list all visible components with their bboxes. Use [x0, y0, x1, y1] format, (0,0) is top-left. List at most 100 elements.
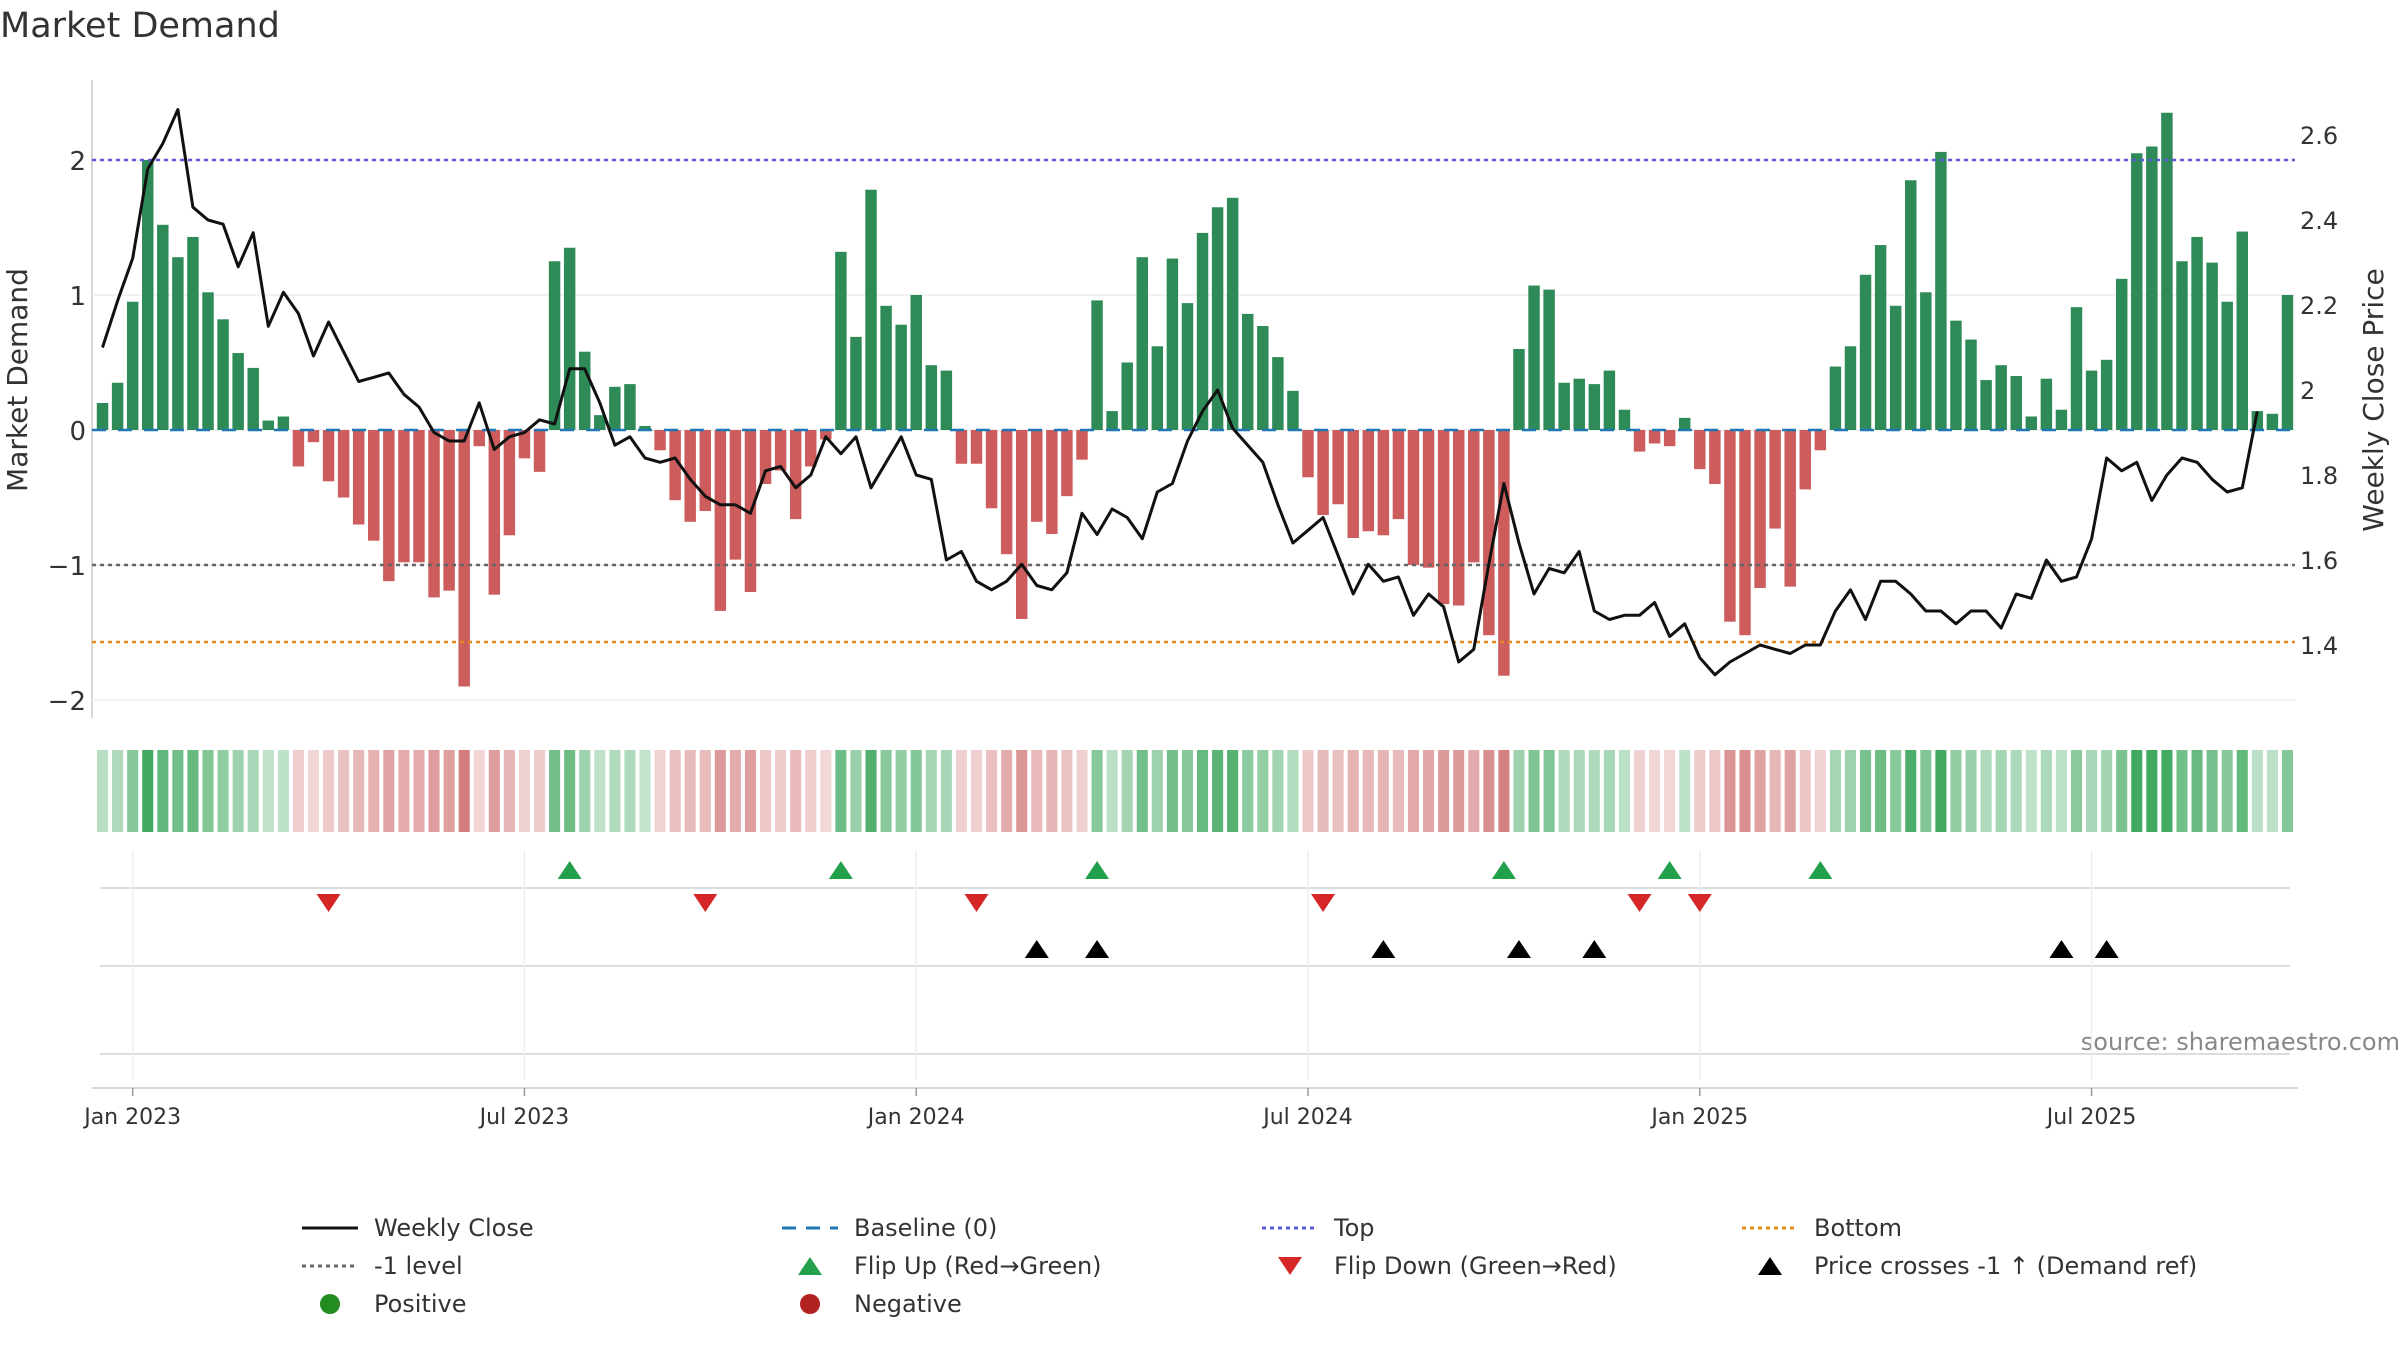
demand-bar	[187, 236, 199, 430]
demand-bar	[2025, 416, 2038, 430]
demand-bar	[2115, 278, 2128, 430]
demand-bar	[398, 430, 410, 563]
y-axis-label: Market Demand	[1, 268, 34, 492]
demand-bar	[2251, 411, 2264, 430]
heat-cell	[518, 750, 530, 832]
heat-cell	[1483, 750, 1495, 832]
demand-bar	[1136, 257, 1148, 430]
heat-cell	[1528, 750, 1540, 832]
heat-cell	[1392, 750, 1404, 832]
heat-cell	[2040, 750, 2052, 832]
heat-cell	[2251, 750, 2263, 832]
demand-bar	[835, 251, 847, 430]
demand-bar	[1000, 430, 1013, 555]
demand-bar	[805, 430, 817, 467]
legend-symbol	[1262, 1226, 1318, 1230]
demand-bar	[1061, 430, 1073, 497]
heat-cell	[97, 750, 109, 832]
flip-up-marker	[557, 861, 582, 879]
legend-symbol	[1742, 1226, 1798, 1230]
demand-bar	[1468, 430, 1480, 563]
heat-cell	[1302, 750, 1314, 832]
heat-cell	[699, 750, 711, 832]
legend-item: Flip Up (Red→Green)	[780, 1250, 1102, 1282]
demand-bar	[247, 367, 259, 430]
heat-cell	[1076, 750, 1088, 832]
heat-cell	[729, 750, 741, 832]
heat-cell	[1664, 750, 1676, 832]
demand-bar	[1166, 258, 1179, 430]
heat-cell	[1498, 750, 1510, 832]
y2-tick-label: 1.8	[2300, 462, 2338, 490]
heat-cell	[383, 750, 395, 832]
chart-legend: Weekly Close Baseline (0) Top Bottom -1 leve…	[300, 1212, 2300, 1332]
heat-cell	[910, 750, 922, 832]
legend-label: Price crosses -1 ↑ (Demand ref)	[1814, 1252, 2198, 1280]
legend-symbol	[320, 1294, 340, 1314]
demand-bar	[880, 305, 892, 430]
demand-bar	[820, 430, 832, 440]
demand-bar	[1392, 430, 1405, 520]
demand-bar	[1935, 151, 1947, 430]
heat-cell	[895, 750, 907, 832]
heat-cell	[157, 750, 169, 832]
demand-bar	[217, 319, 229, 430]
demand-bar	[142, 160, 154, 430]
demand-bar	[368, 430, 380, 541]
heat-cell	[1995, 750, 2007, 832]
demand-bar	[262, 420, 275, 430]
demand-bar	[1181, 303, 1194, 430]
demand-bar	[1151, 346, 1164, 430]
heat-cell	[1061, 750, 1073, 832]
heat-cell	[172, 750, 184, 832]
heat-cell	[443, 750, 455, 832]
y-tick-label: −2	[48, 687, 86, 717]
heat-cell	[1362, 750, 1374, 832]
heat-cell	[1212, 750, 1224, 832]
heat-cell	[2206, 750, 2218, 832]
heat-cell	[307, 750, 320, 832]
demand-bar	[1196, 232, 1209, 430]
heat-cell	[594, 750, 606, 832]
heat-cell	[398, 750, 410, 832]
flip-down-marker	[693, 894, 718, 912]
heat-cell	[232, 750, 244, 832]
demand-bar	[1046, 430, 1058, 534]
heat-cell	[142, 750, 154, 832]
demand-bar	[2146, 146, 2158, 430]
demand-bar	[759, 430, 772, 484]
heat-cell	[2025, 750, 2037, 832]
demand-bar	[2281, 295, 2294, 430]
demand-bar	[352, 430, 365, 525]
demand-bar	[1242, 313, 1254, 430]
demand-bar	[1799, 430, 1811, 490]
heat-cell	[970, 750, 983, 832]
legend-label: Top	[1334, 1214, 1375, 1242]
flip-down-marker	[1627, 894, 1652, 912]
chart-title: Market Demand	[0, 6, 280, 46]
demand-bar	[985, 430, 998, 509]
heat-cell	[202, 750, 214, 832]
price-cross-marker	[1371, 940, 1396, 958]
demand-bar	[1015, 430, 1028, 619]
heat-cell	[1031, 750, 1043, 832]
heat-cell	[1332, 750, 1344, 832]
heat-cell	[986, 750, 998, 832]
heat-cell	[1679, 750, 1691, 832]
demand-bar	[1528, 285, 1540, 430]
y2-tick-label: 2	[2300, 377, 2315, 405]
demand-bar	[2085, 370, 2098, 430]
heat-cell	[609, 750, 621, 832]
demand-bar	[96, 403, 109, 430]
heat-cell	[1121, 750, 1133, 832]
demand-bar	[1257, 326, 1269, 430]
demand-bar	[1377, 430, 1390, 536]
heat-cell	[1257, 750, 1269, 832]
heat-cell	[1543, 750, 1555, 832]
flip-up-marker	[1808, 861, 1833, 879]
demand-bar	[488, 430, 501, 595]
heat-cell	[925, 750, 937, 832]
legend-symbol	[800, 1294, 820, 1314]
demand-bar	[1709, 430, 1721, 484]
heat-cell	[1513, 750, 1525, 832]
